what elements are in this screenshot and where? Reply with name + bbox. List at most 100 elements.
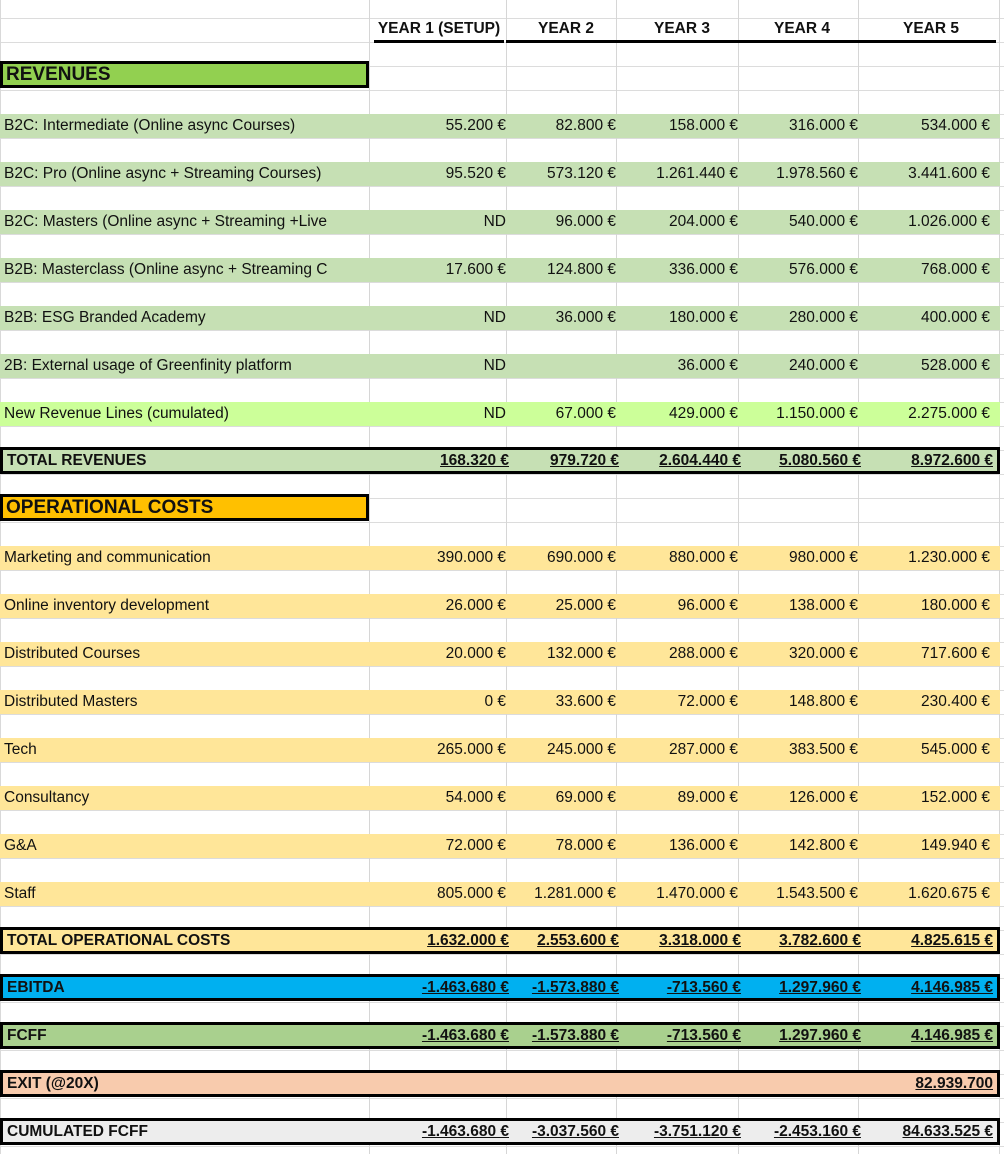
value-cell-year-3[interactable]: 136.000 € [669, 837, 738, 854]
row-label[interactable]: Distributed Courses [4, 645, 141, 662]
row-label[interactable]: Online inventory development [4, 597, 210, 614]
row-label[interactable]: EXIT (@20X) [7, 1075, 99, 1092]
value-cell-year-2[interactable]: 67.000 € [555, 405, 616, 422]
row-label[interactable]: Distributed Masters [4, 693, 138, 710]
value-cell-year-5[interactable]: 84.633.525 € [902, 1123, 993, 1140]
value-cell-year-2[interactable]: 69.000 € [555, 789, 616, 806]
value-cell-year-3[interactable]: 2.604.440 € [659, 452, 741, 469]
value-cell-year-5[interactable]: 152.000 € [921, 789, 990, 806]
row-label[interactable]: Staff [4, 885, 36, 902]
value-cell-year-2[interactable]: 124.800 € [547, 261, 616, 278]
value-cell-year-5[interactable]: 528.000 € [921, 357, 990, 374]
value-cell-year-4[interactable]: 5.080.560 € [779, 452, 861, 469]
value-cell-year-1[interactable]: 72.000 € [445, 837, 506, 854]
value-cell-year-1[interactable]: ND [483, 405, 506, 422]
value-cell-year-4[interactable]: 1.543.500 € [776, 885, 858, 902]
value-cell-year-4[interactable]: 1.978.560 € [776, 165, 858, 182]
row-label[interactable]: Marketing and communication [4, 549, 211, 566]
row-label[interactable]: TOTAL OPERATIONAL COSTS [7, 932, 231, 949]
header-year-4[interactable]: YEAR 4 [738, 18, 866, 43]
value-cell-year-5[interactable]: 82.939.700 [915, 1075, 993, 1092]
value-cell-year-2[interactable]: -3.037.560 € [531, 1123, 619, 1140]
value-cell-year-2[interactable]: 245.000 € [547, 741, 616, 758]
value-cell-year-2[interactable]: 690.000 € [547, 549, 616, 566]
value-cell-year-1[interactable]: -1.463.680 € [421, 979, 509, 996]
value-cell-year-3[interactable]: -713.560 € [666, 979, 741, 996]
value-cell-year-3[interactable]: 96.000 € [677, 597, 738, 614]
value-cell-year-1[interactable]: 805.000 € [437, 885, 506, 902]
value-cell-year-1[interactable]: ND [483, 213, 506, 230]
value-cell-year-5[interactable]: 4.146.985 € [911, 979, 993, 996]
value-cell-year-4[interactable]: 540.000 € [789, 213, 858, 230]
value-cell-year-3[interactable]: 1.261.440 € [656, 165, 738, 182]
value-cell-year-5[interactable]: 1.620.675 € [908, 885, 990, 902]
value-cell-year-1[interactable]: ND [483, 309, 506, 326]
value-cell-year-2[interactable]: -1.573.880 € [531, 1027, 619, 1044]
value-cell-year-3[interactable]: 336.000 € [669, 261, 738, 278]
value-cell-year-4[interactable]: 240.000 € [789, 357, 858, 374]
value-cell-year-3[interactable]: 880.000 € [669, 549, 738, 566]
value-cell-year-4[interactable]: 1.150.000 € [776, 405, 858, 422]
value-cell-year-3[interactable]: 288.000 € [669, 645, 738, 662]
value-cell-year-4[interactable]: 576.000 € [789, 261, 858, 278]
value-cell-year-2[interactable]: 1.281.000 € [534, 885, 616, 902]
row-label[interactable]: B2B: Masterclass (Online async + Streami… [4, 261, 328, 278]
row-label[interactable]: TOTAL REVENUES [7, 452, 147, 469]
row-label[interactable]: Tech [4, 741, 37, 758]
costs-section-header[interactable]: OPERATIONAL COSTS [0, 494, 369, 521]
row-label[interactable]: New Revenue Lines (cumulated) [4, 405, 229, 422]
value-cell-year-5[interactable]: 4.146.985 € [911, 1027, 993, 1044]
value-cell-year-2[interactable]: 78.000 € [555, 837, 616, 854]
value-cell-year-4[interactable]: 383.500 € [789, 741, 858, 758]
row-label[interactable]: B2B: ESG Branded Academy [4, 309, 206, 326]
value-cell-year-3[interactable]: 1.470.000 € [656, 885, 738, 902]
value-cell-year-1[interactable]: 20.000 € [445, 645, 506, 662]
value-cell-year-5[interactable]: 2.275.000 € [908, 405, 990, 422]
value-cell-year-1[interactable] [373, 1072, 509, 1096]
value-cell-year-1[interactable]: 54.000 € [445, 789, 506, 806]
value-cell-year-2[interactable]: 96.000 € [555, 213, 616, 230]
value-cell-year-5[interactable]: 230.400 € [921, 693, 990, 710]
value-cell-year-2[interactable]: 2.553.600 € [537, 932, 619, 949]
value-cell-year-4[interactable]: 1.297.960 € [779, 979, 861, 996]
row-label[interactable]: B2C: Pro (Online async + Streaming Cours… [4, 165, 322, 182]
row-label[interactable]: B2C: Masters (Online async + Streaming +… [4, 213, 328, 230]
value-cell-year-1[interactable]: 0 € [484, 693, 506, 710]
value-cell-year-1[interactable]: 26.000 € [445, 597, 506, 614]
value-cell-year-1[interactable]: 265.000 € [437, 741, 506, 758]
value-cell-year-4[interactable]: 320.000 € [789, 645, 858, 662]
value-cell-year-2[interactable]: 573.120 € [547, 165, 616, 182]
value-cell-year-3[interactable]: -3.751.120 € [653, 1123, 741, 1140]
value-cell-year-4[interactable]: 316.000 € [789, 117, 858, 134]
value-cell-year-2[interactable]: 25.000 € [555, 597, 616, 614]
value-cell-year-4[interactable] [741, 1072, 861, 1096]
value-cell-year-1[interactable]: 17.600 € [445, 261, 506, 278]
value-cell-year-3[interactable]: 204.000 € [669, 213, 738, 230]
row-label[interactable]: 2B: External usage of Greenfinity platfo… [4, 357, 292, 374]
row-label[interactable]: B2C: Intermediate (Online async Courses) [4, 117, 296, 134]
value-cell-year-2[interactable] [506, 354, 616, 378]
value-cell-year-1[interactable]: 1.632.000 € [427, 932, 509, 949]
value-cell-year-5[interactable]: 400.000 € [921, 309, 990, 326]
value-cell-year-3[interactable]: 3.318.000 € [659, 932, 741, 949]
value-cell-year-2[interactable]: 33.600 € [555, 693, 616, 710]
value-cell-year-3[interactable]: 180.000 € [669, 309, 738, 326]
value-cell-year-2[interactable]: 82.800 € [555, 117, 616, 134]
value-cell-year-4[interactable]: 138.000 € [789, 597, 858, 614]
value-cell-year-2[interactable]: 132.000 € [547, 645, 616, 662]
value-cell-year-4[interactable]: 126.000 € [789, 789, 858, 806]
value-cell-year-4[interactable]: 980.000 € [789, 549, 858, 566]
value-cell-year-5[interactable]: 768.000 € [921, 261, 990, 278]
value-cell-year-4[interactable]: 148.800 € [789, 693, 858, 710]
value-cell-year-3[interactable]: 36.000 € [677, 357, 738, 374]
value-cell-year-5[interactable]: 4.825.615 € [911, 932, 993, 949]
value-cell-year-4[interactable]: 142.800 € [789, 837, 858, 854]
header-year-3[interactable]: YEAR 3 [626, 18, 738, 43]
value-cell-year-5[interactable]: 717.600 € [921, 645, 990, 662]
value-cell-year-1[interactable]: 95.520 € [445, 165, 506, 182]
header-year-5[interactable]: YEAR 5 [866, 18, 996, 43]
value-cell-year-5[interactable]: 8.972.600 € [911, 452, 993, 469]
row-label[interactable]: CUMULATED FCFF [7, 1123, 148, 1140]
value-cell-year-3[interactable]: -713.560 € [666, 1027, 741, 1044]
value-cell-year-2[interactable]: -1.573.880 € [531, 979, 619, 996]
